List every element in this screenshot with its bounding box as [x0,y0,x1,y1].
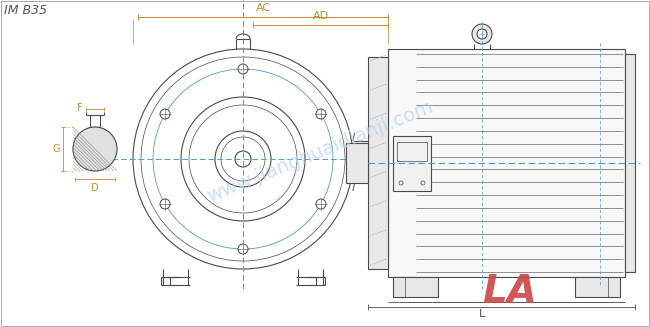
Bar [368,57,388,269]
Text: L: L [478,309,485,319]
Text: AD: AD [313,11,328,21]
Circle shape [238,64,248,74]
Bar [397,142,427,161]
Circle shape [160,109,170,119]
Bar [346,143,368,183]
Text: l: l [352,183,354,193]
Bar [393,136,431,191]
Circle shape [160,199,170,209]
Circle shape [472,24,492,44]
Text: l: l [352,133,354,143]
Text: IM B35: IM B35 [4,4,47,17]
Circle shape [316,199,326,209]
Circle shape [73,127,117,171]
Text: www.jianghuaidianji.com: www.jianghuaidianji.com [204,98,436,206]
Bar [388,49,625,277]
Text: AC: AC [255,3,270,13]
Circle shape [477,29,487,39]
Text: G: G [53,144,60,154]
Text: F: F [77,103,83,113]
Bar [575,277,620,297]
Text: LA: LA [482,273,538,311]
Circle shape [238,244,248,254]
Bar [393,277,438,297]
Bar [625,54,635,272]
Circle shape [316,109,326,119]
Text: D: D [91,183,99,193]
